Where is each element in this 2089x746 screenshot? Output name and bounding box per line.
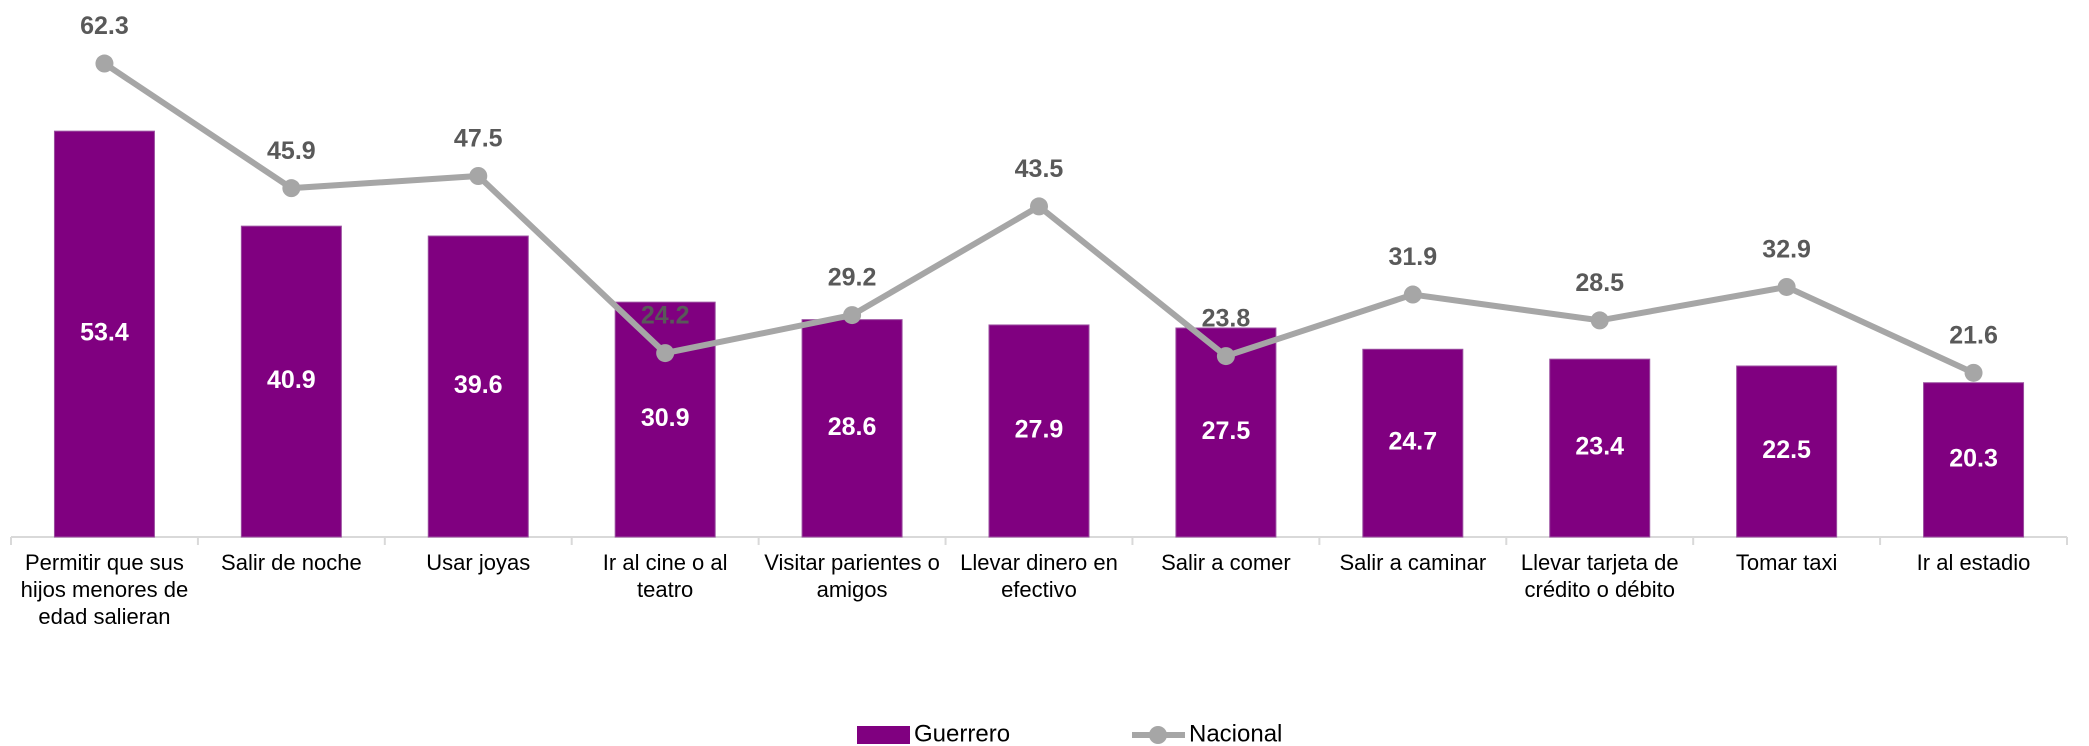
line-value-label: 29.2 [828,264,877,292]
x-tick-label-box: Ir al cine o al teatro [602,550,728,602]
x-tick-label-box: Salir a caminar [1339,550,1487,575]
bar-value-label: 27.9 [1015,416,1064,444]
x-tick-label-box: Tomar taxi [1735,550,1838,575]
bar-value-label: 22.5 [1762,436,1811,464]
bar-value-label: 20.3 [1949,444,1998,472]
legend-label: Guerrero [914,720,1010,746]
line-marker [656,344,675,363]
line-value-label: 28.5 [1575,269,1624,297]
x-tick-label: Salir a comer [1161,550,1291,575]
x-tick-label-box: Usar joyas [426,550,531,575]
bar-value-label: 27.5 [1202,417,1251,445]
bar [427,235,529,538]
x-tick-label: Usar joyas [426,550,531,575]
x-tick-label: Salir a caminar [1339,550,1487,575]
x-tick-label-box: Visitar parientes o amigos [764,550,940,602]
legend-label: Nacional [1189,720,1282,746]
x-tick-label-box: Salir de noche [221,550,362,575]
x-tick-label: Ir al estadio [1916,550,2031,575]
bar [1736,365,1838,538]
line-value-label: 62.3 [80,12,129,40]
x-tick-label-box: Ir al estadio [1916,550,2031,575]
x-tick-label: Visitar parientes o amigos [764,550,940,602]
bar-value-label: 28.6 [828,413,877,441]
line-marker [95,54,114,73]
line-value-label: 43.5 [1015,155,1064,183]
x-tick-label: Permitir que sus hijos menores de edad s… [20,550,189,629]
legend-marker [1149,726,1167,744]
bar [1923,382,2025,538]
bar [614,301,716,538]
line-marker [1030,197,1048,216]
line-marker [469,167,488,185]
line-value-label: 47.5 [454,125,503,153]
bar [53,130,155,538]
x-tick-label: Salir de noche [221,550,362,575]
bar [988,324,1090,538]
x-tick-label: Llevar tarjeta de crédito o débito [1520,550,1679,602]
bar-value-label: 23.4 [1575,433,1624,461]
bar [1549,358,1651,538]
x-tick-label: Tomar taxi [1735,550,1838,575]
bar-value-label: 40.9 [267,366,316,394]
line-marker [1403,285,1422,304]
bar-value-label: 53.4 [80,319,129,347]
line-value-label: 23.8 [1202,305,1251,333]
line-value-label: 21.6 [1949,321,1998,349]
line-value-label: 31.9 [1388,243,1437,271]
x-tick-label-box: Llevar dinero en efectivo [960,550,1118,602]
bar [1362,348,1464,538]
bar [240,225,342,538]
x-tick-label: Ir al cine o al teatro [602,550,728,602]
line-value-label: 32.9 [1762,236,1811,264]
x-tick-label-box: Llevar tarjeta de crédito o débito [1520,550,1679,602]
line-marker [1777,277,1796,296]
bar-value-label: 24.7 [1388,428,1437,456]
line-value-label: 45.9 [267,137,316,165]
line-value-label: 24.2 [641,302,690,330]
bar [801,319,903,538]
line-marker [1216,347,1235,366]
line-marker [1964,363,1983,382]
x-tick-label: Llevar dinero en efectivo [960,550,1118,602]
legend-swatch [857,726,910,744]
line-marker [282,179,301,198]
x-tick-label-box: Permitir que sus hijos menores de edad s… [20,550,189,629]
line-marker [1590,311,1609,330]
line-marker [843,306,862,325]
bar-value-label: 39.6 [454,371,503,399]
bar-value-label: 30.9 [641,404,690,432]
x-tick-label-box: Salir a comer [1161,550,1291,575]
